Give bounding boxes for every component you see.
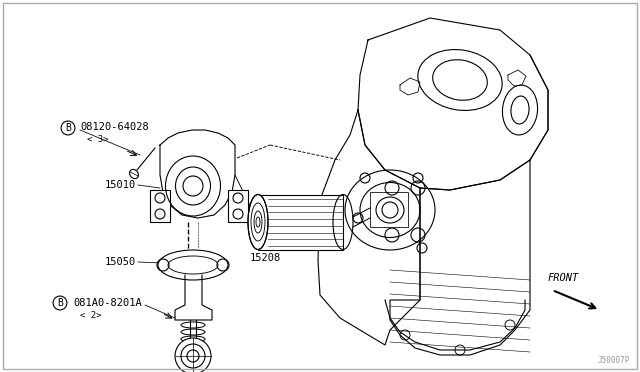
Text: 081A0-8201A: 081A0-8201A	[73, 298, 141, 308]
Bar	[258, 195, 343, 250]
Ellipse shape	[158, 250, 228, 280]
Text: 15010: 15010	[105, 180, 136, 190]
Text: < 2>: < 2>	[80, 311, 102, 320]
Text: 15208: 15208	[250, 253, 280, 263]
Text: FRONT: FRONT	[548, 273, 579, 283]
Bar	[228, 190, 248, 222]
Text: < 3>: < 3>	[87, 135, 109, 144]
Circle shape	[175, 338, 211, 372]
Text: B: B	[57, 298, 63, 308]
Text: B: B	[65, 123, 71, 133]
Bar	[150, 190, 170, 222]
Polygon shape	[358, 18, 548, 190]
Text: 15050: 15050	[105, 257, 136, 267]
Ellipse shape	[168, 256, 218, 274]
Bar	[370, 192, 408, 227]
Text: J50007P: J50007P	[598, 356, 630, 365]
Polygon shape	[390, 55, 548, 355]
Polygon shape	[175, 275, 212, 320]
Polygon shape	[318, 110, 420, 345]
Ellipse shape	[248, 195, 268, 250]
Text: 08120-64028: 08120-64028	[80, 122, 148, 132]
Polygon shape	[160, 130, 235, 218]
